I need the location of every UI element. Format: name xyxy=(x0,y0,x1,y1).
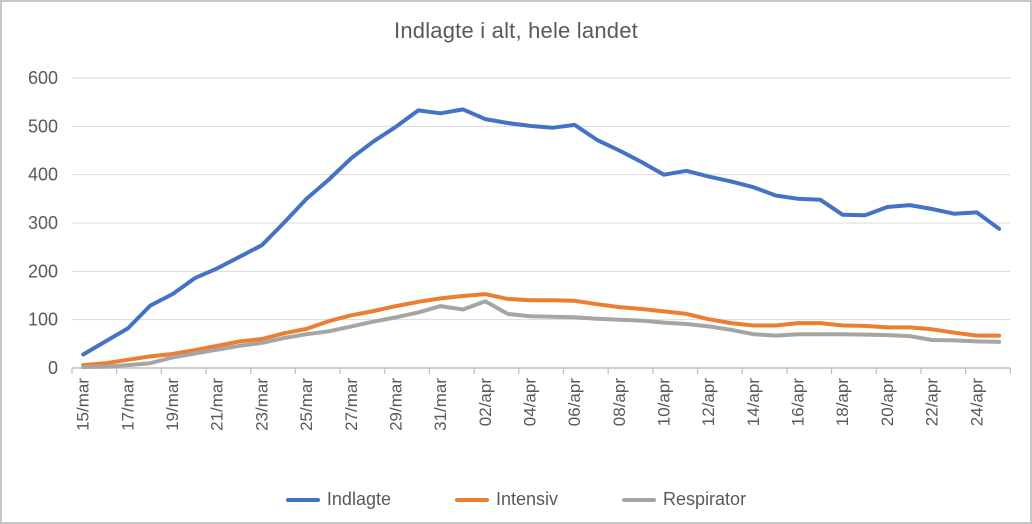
x-axis-tick-label: 12/apr xyxy=(699,378,718,427)
y-axis-tick-label: 200 xyxy=(28,261,58,281)
x-axis-tick-label: 02/apr xyxy=(476,378,495,427)
x-axis-tick-label: 16/apr xyxy=(789,378,808,427)
y-axis-tick-label: 100 xyxy=(28,310,58,330)
x-axis-tick-label: 24/apr xyxy=(967,378,986,427)
x-axis-tick-label: 20/apr xyxy=(878,378,897,427)
x-axis-tick-label: 25/mar xyxy=(297,378,316,431)
x-axis-tick-label: 17/mar xyxy=(118,378,137,431)
series-line-intensiv xyxy=(81,292,1002,368)
y-axis-tick-label: 500 xyxy=(28,116,58,136)
x-axis-tick-label: 23/mar xyxy=(252,378,271,431)
legend-label: Respirator xyxy=(663,489,747,509)
x-axis-tick-label: 22/apr xyxy=(923,378,942,427)
series-line-respirator xyxy=(81,299,1002,369)
legend-item-respirator: Respirator xyxy=(622,489,746,510)
x-axis-tick-label: 06/apr xyxy=(565,378,584,427)
x-axis-tick-label: 10/apr xyxy=(655,378,674,427)
legend-swatch-respirator xyxy=(622,497,657,502)
legend: Indlagte Intensiv Respirator xyxy=(2,489,1030,510)
y-axis-tick-label: 300 xyxy=(28,213,58,233)
x-axis-tick-label: 31/mar xyxy=(431,378,450,431)
legend-swatch-intensiv xyxy=(454,497,489,502)
x-axis-tick-label: 15/mar xyxy=(74,378,93,431)
legend-label: Intensiv xyxy=(495,489,559,509)
y-axis-tick-label: 0 xyxy=(48,358,58,378)
x-axis-tick-label: 19/mar xyxy=(163,378,182,431)
y-axis-tick-label: 400 xyxy=(28,165,58,185)
x-axis-tick-label: 14/apr xyxy=(744,378,763,427)
x-axis-tick-label: 29/mar xyxy=(386,378,405,431)
legend-item-indlagte: Indlagte xyxy=(285,489,391,510)
legend-label: Indlagte xyxy=(326,489,391,509)
legend-swatch-indlagte xyxy=(285,497,320,502)
y-axis-tick-label: 600 xyxy=(28,68,58,88)
x-axis-tick-label: 08/apr xyxy=(610,378,629,427)
chart-title: Indlagte i alt, hele landet xyxy=(394,18,638,43)
series-line-indlagte xyxy=(81,107,1002,357)
x-axis-tick-label: 04/apr xyxy=(520,378,539,427)
x-axis-tick-label: 27/mar xyxy=(342,378,361,431)
legend-item-intensiv: Intensiv xyxy=(454,489,559,510)
x-axis-tick-label: 18/apr xyxy=(833,378,852,427)
x-axis-tick-label: 21/mar xyxy=(208,378,227,431)
